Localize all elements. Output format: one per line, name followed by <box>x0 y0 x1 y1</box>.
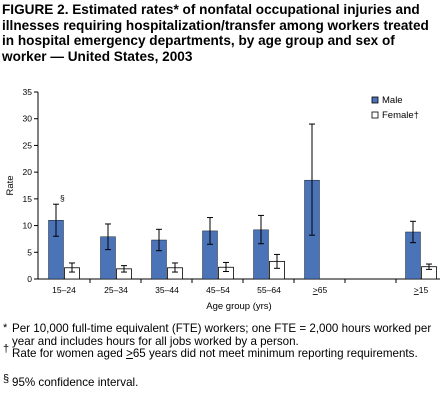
y-tick-label: 0 <box>27 274 32 284</box>
x-tick-label: >15 <box>414 285 429 295</box>
footnote-2-mark: † <box>3 343 10 355</box>
legend-swatch-male <box>371 96 379 104</box>
legend-label-female: Female† <box>382 110 419 121</box>
x-tick-label: 35–44 <box>155 285 179 295</box>
chart-legend: Male Female† <box>371 95 419 121</box>
x-axis-title: Age group (yrs) <box>206 301 271 312</box>
y-tick-label: 5 <box>27 247 32 257</box>
footnote-2-text: Rate for women aged >65 years did not me… <box>12 347 442 360</box>
footnote-1-mark: * <box>3 322 8 334</box>
footnote-2-text-before: Rate for women aged <box>12 347 127 360</box>
x-tick-label: 15–24 <box>52 285 76 295</box>
x-tick-label: 45–54 <box>206 285 230 295</box>
annotation-mark: § <box>60 193 65 203</box>
footnote-2-text-after: 65 years did not meet minimum reporting … <box>132 347 418 360</box>
y-tick-label: 20 <box>23 167 33 177</box>
y-tick-label: 10 <box>23 221 33 231</box>
x-tick-label: >65 <box>313 285 328 295</box>
figure-title: FIGURE 2. Estimated rates* of nonfatal o… <box>2 2 429 64</box>
footnote-1-text: Per 10,000 full-time equivalent (FTE) wo… <box>12 322 432 348</box>
footnote-3-text: 95% confidence interval. <box>12 376 139 389</box>
y-tick-label: 30 <box>23 114 33 124</box>
x-tick-label: 55–64 <box>257 285 281 295</box>
y-tick-label: 35 <box>23 87 33 97</box>
chart-axes: 0 5 10 15 20 25 30 35 Rate 15–24 25–34 35–44 45–54 55… <box>5 87 440 312</box>
footnote-3-mark: § <box>3 373 10 385</box>
y-tick-label: 25 <box>23 140 33 150</box>
y-tick-label: 15 <box>23 194 33 204</box>
chart-bars: § <box>48 123 437 280</box>
y-axis-title: Rate <box>5 175 16 195</box>
legend-swatch-female <box>371 111 379 119</box>
x-tick-label: 25–34 <box>104 285 128 295</box>
legend-label-male: Male <box>382 95 403 106</box>
footnote-2-underlined-symbol: > <box>126 347 133 360</box>
